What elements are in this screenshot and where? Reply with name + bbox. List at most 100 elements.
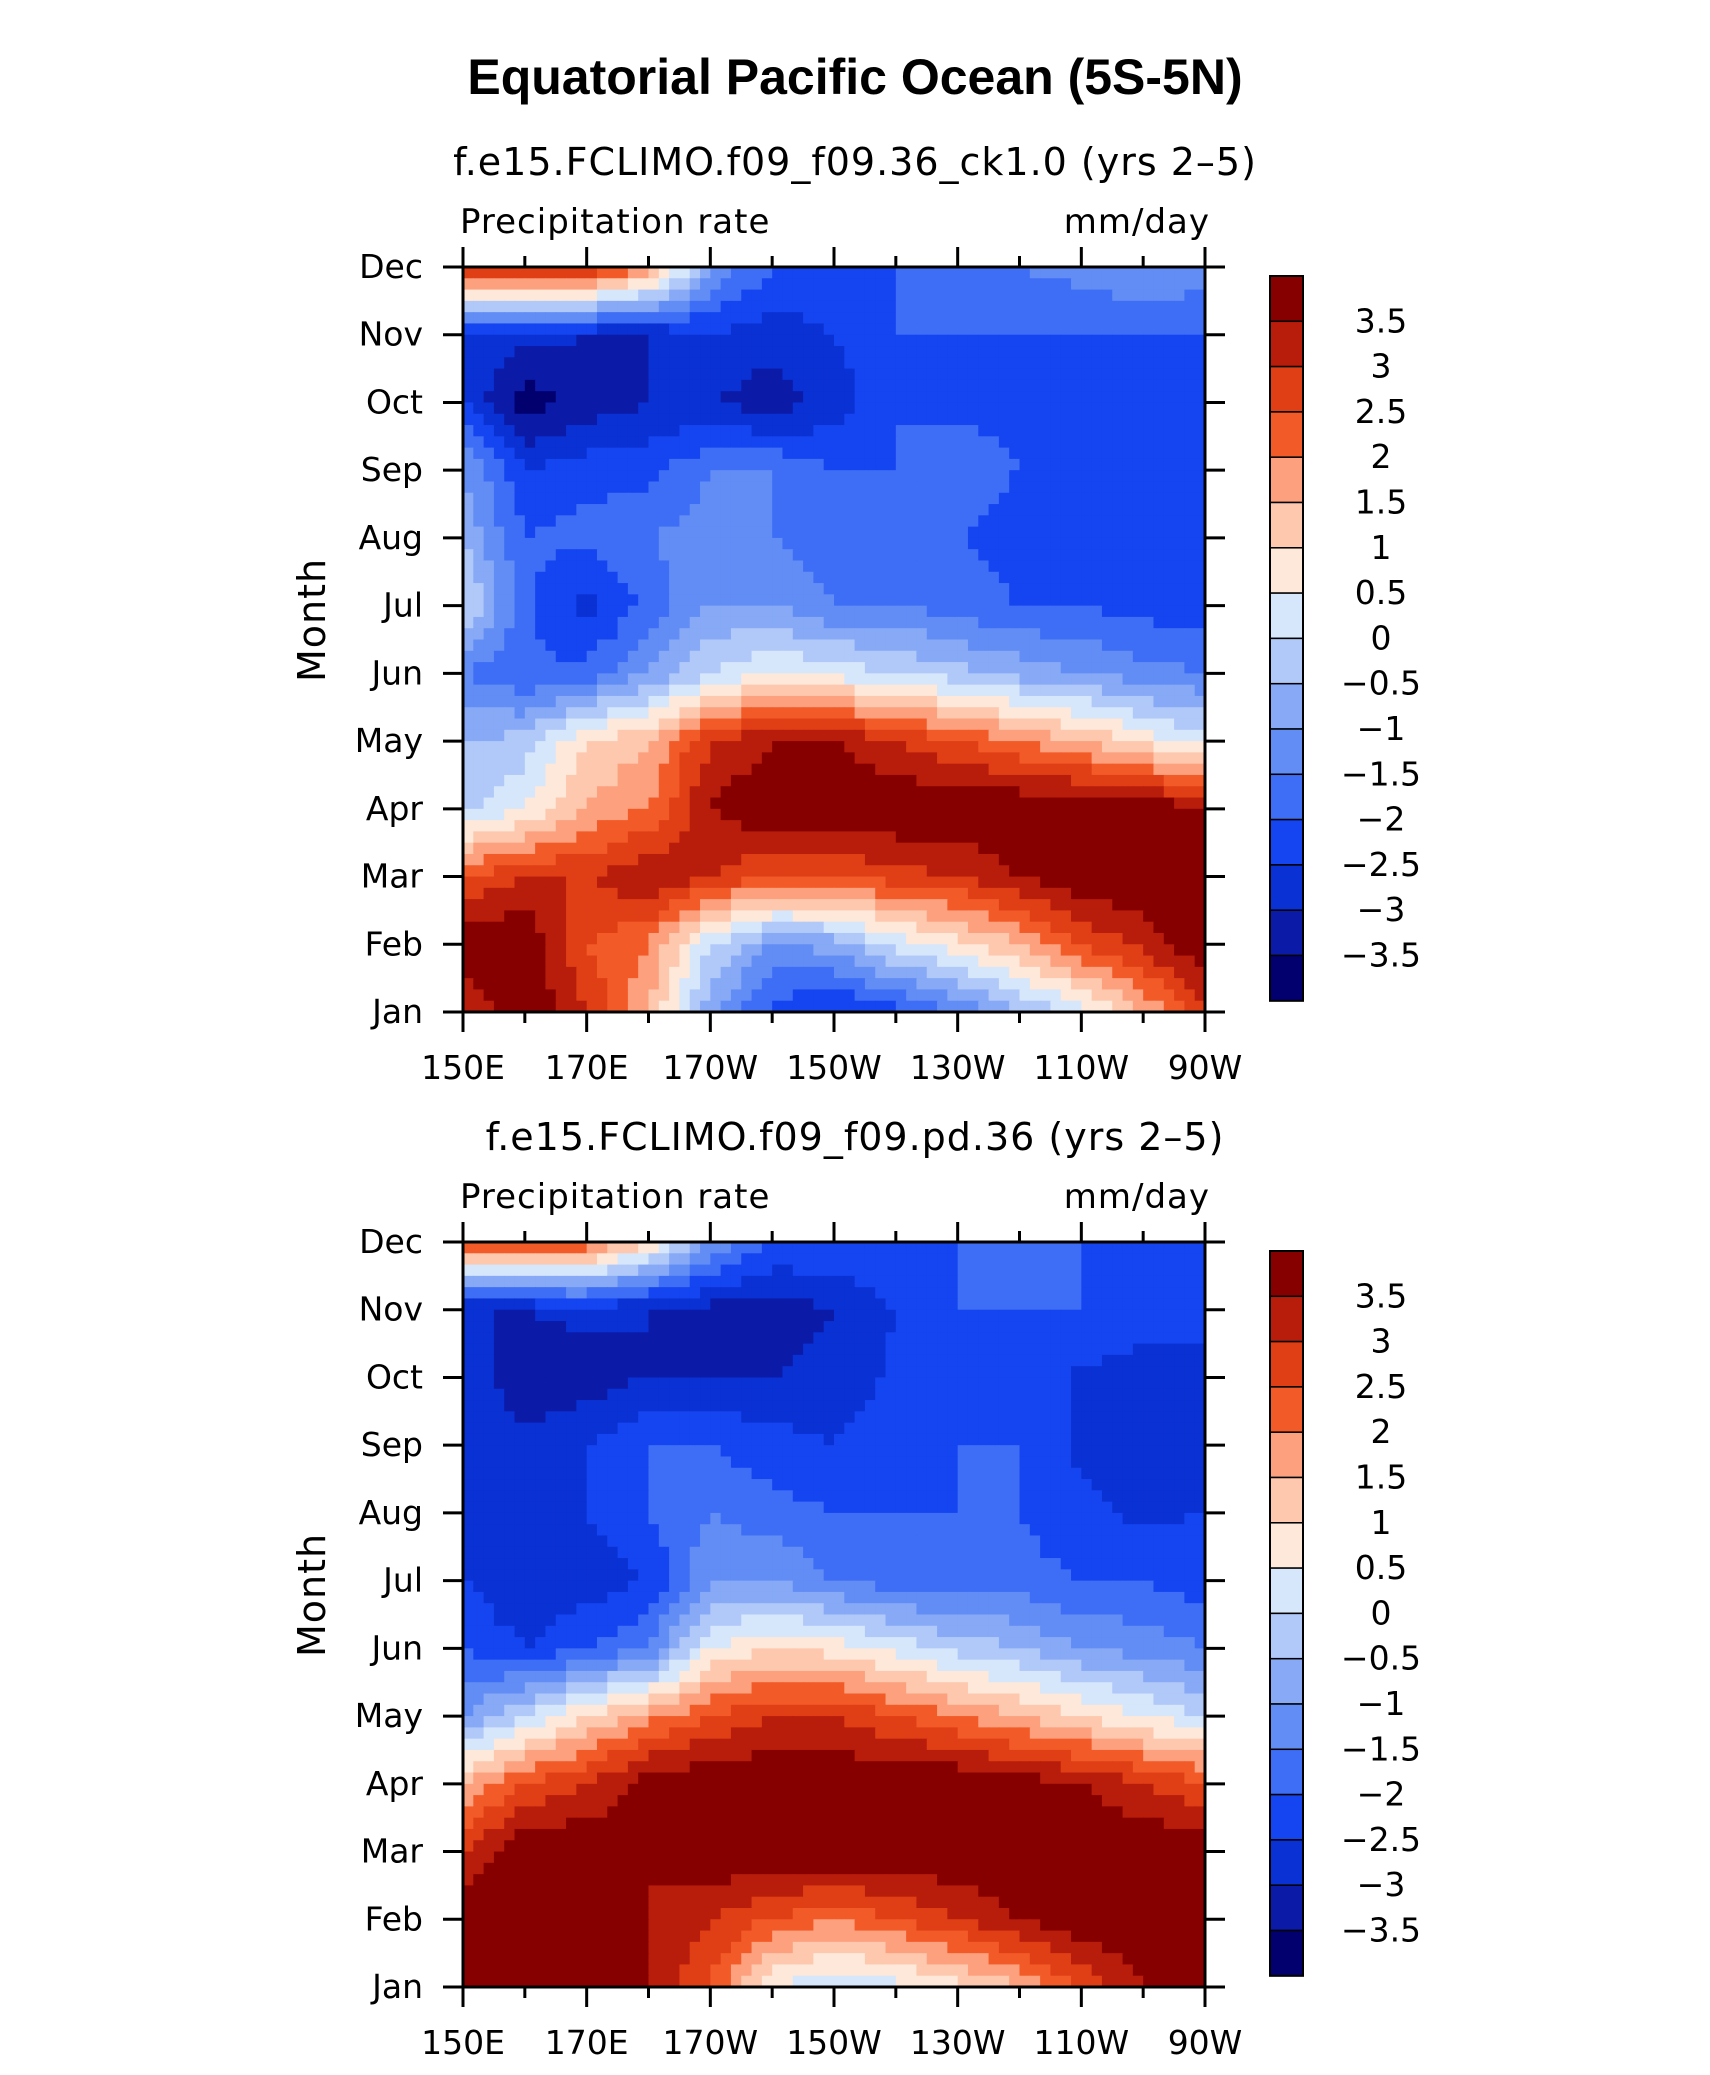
- field-cell: [576, 764, 587, 776]
- field-cell: [896, 504, 907, 516]
- field-cell: [679, 628, 690, 640]
- field-cell: [989, 640, 1000, 652]
- field-cell: [844, 899, 855, 911]
- field-cell: [844, 673, 855, 685]
- field-cell: [710, 1242, 721, 1254]
- field-cell: [844, 640, 855, 652]
- field-cell: [1153, 481, 1164, 493]
- field-cell: [927, 798, 938, 810]
- field-cell: [659, 730, 670, 742]
- field-cell: [690, 583, 701, 595]
- field-cell: [587, 357, 598, 369]
- field-cell: [916, 606, 927, 618]
- field-cell: [1071, 877, 1082, 889]
- field-cell: [1040, 278, 1051, 290]
- field-cell: [1040, 673, 1051, 685]
- field-cell: [535, 843, 546, 855]
- field-cell: [793, 606, 804, 618]
- field-cell: [947, 369, 958, 381]
- field-cell: [1123, 301, 1134, 313]
- field-cell: [834, 798, 845, 810]
- field-cell: [772, 640, 783, 652]
- field-cell: [659, 662, 670, 674]
- field-cell: [587, 549, 598, 561]
- field-cell: [1133, 267, 1144, 279]
- field-cell: [690, 290, 701, 302]
- field-cell: [803, 481, 814, 493]
- field-cell: [649, 956, 660, 968]
- field-cell: [813, 1242, 824, 1254]
- field-cell: [1174, 312, 1185, 324]
- field-cell: [968, 391, 979, 403]
- field-cell: [937, 493, 948, 505]
- field-cell: [865, 549, 876, 561]
- field-cell: [628, 933, 639, 945]
- field-cell: [1061, 459, 1072, 471]
- field-cell: [1061, 843, 1072, 855]
- field-cell: [525, 707, 536, 719]
- field-cell: [844, 730, 855, 742]
- field-cell: [556, 707, 567, 719]
- field-cell: [968, 278, 979, 290]
- field-cell: [504, 685, 515, 697]
- field-cell: [803, 662, 814, 674]
- field-cell: [1061, 617, 1072, 629]
- field-cell: [906, 369, 917, 381]
- field-cell: [741, 865, 752, 877]
- field-cell: [813, 764, 824, 776]
- field-cell: [865, 843, 876, 855]
- field-cell: [494, 448, 505, 460]
- field-cell: [916, 414, 927, 426]
- field-cell: [659, 617, 670, 629]
- field-cell: [1050, 290, 1061, 302]
- field-cell: [1040, 764, 1051, 776]
- field-cell: [999, 493, 1010, 505]
- field-cell: [793, 910, 804, 922]
- field-cell: [978, 278, 989, 290]
- field-cell: [813, 470, 824, 482]
- field-cell: [803, 775, 814, 787]
- field-cell: [710, 877, 721, 889]
- field-cell: [607, 877, 618, 889]
- field-cell: [772, 933, 783, 945]
- field-cell: [628, 1253, 639, 1265]
- field-cell: [649, 606, 660, 618]
- field-cell: [968, 719, 979, 731]
- field-cell: [1153, 764, 1164, 776]
- field-cell: [649, 267, 660, 279]
- field-cell: [1184, 922, 1195, 934]
- field-cell: [1164, 933, 1175, 945]
- field-cell: [1071, 594, 1082, 606]
- field-cell: [731, 854, 742, 866]
- field-cell: [1133, 888, 1144, 900]
- field-cell: [1020, 899, 1031, 911]
- field-cell: [473, 820, 484, 832]
- field-cell: [782, 414, 793, 426]
- field-cell: [741, 877, 752, 889]
- field-cell: [556, 391, 567, 403]
- field-cell: [504, 775, 515, 787]
- field-cell: [916, 301, 927, 313]
- field-cell: [638, 877, 649, 889]
- field-cell: [803, 798, 814, 810]
- field-cell: [958, 854, 969, 866]
- field-cell: [875, 910, 886, 922]
- field-cell: [649, 696, 660, 708]
- field-cell: [649, 707, 660, 719]
- field-cell: [772, 267, 783, 279]
- field-cell: [1030, 877, 1041, 889]
- field-cell: [618, 414, 629, 426]
- field-cell: [762, 922, 773, 934]
- field-cell: [1092, 786, 1103, 798]
- field-cell: [886, 436, 897, 448]
- field-cell: [803, 640, 814, 652]
- field-cell: [989, 651, 1000, 663]
- field-cell: [834, 335, 845, 347]
- field-cell: [927, 323, 938, 335]
- field-cell: [1143, 335, 1154, 347]
- field-cell: [1071, 481, 1082, 493]
- field-cell: [1184, 470, 1195, 482]
- field-cell: [576, 414, 587, 426]
- field-cell: [494, 854, 505, 866]
- field-cell: [504, 549, 515, 561]
